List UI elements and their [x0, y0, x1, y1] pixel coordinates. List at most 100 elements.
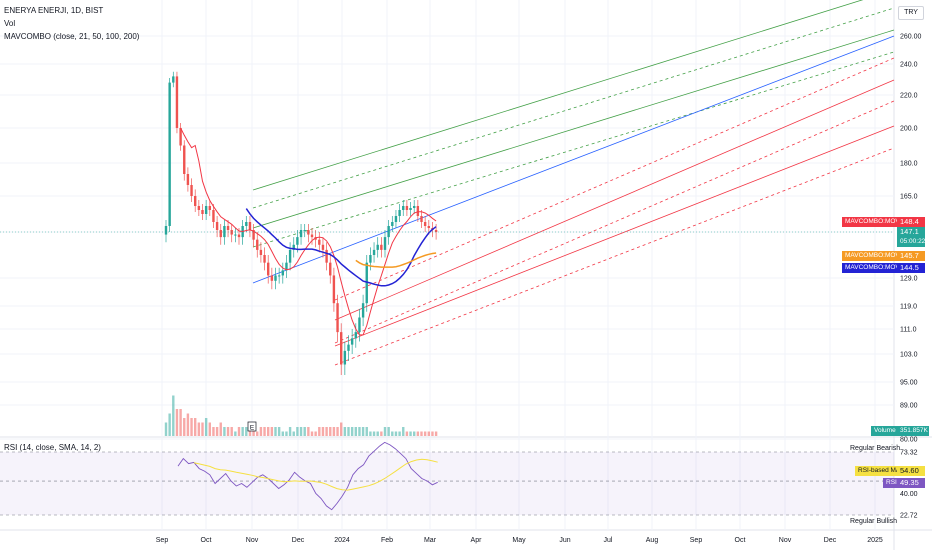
volume-bar — [179, 409, 182, 436]
volume-bar — [420, 431, 423, 436]
time-tick-label: Nov — [246, 537, 259, 544]
volume-bar — [281, 431, 284, 436]
candle-body — [292, 244, 295, 250]
volume-bar — [285, 431, 288, 436]
volume-bar — [256, 431, 259, 436]
candle-body — [361, 303, 365, 318]
price-tick-label: 220.0 — [900, 93, 918, 100]
volume-bar — [391, 431, 394, 436]
time-tick-label: Dec — [824, 537, 837, 544]
channel-line — [334, 147, 895, 366]
volume-bar — [194, 418, 197, 436]
time-tick-label: Aug — [646, 537, 659, 544]
candle-body — [263, 255, 266, 263]
volume-bar — [252, 427, 255, 436]
candle-body — [234, 234, 237, 236]
candle-body — [194, 196, 197, 206]
volume-bar — [175, 409, 179, 436]
currency-badge[interactable]: TRY — [898, 6, 924, 20]
candle-body — [175, 76, 179, 128]
time-tick-label: Mar — [424, 537, 437, 544]
volume-bar — [402, 427, 405, 436]
volume-bar — [372, 431, 376, 436]
price-tick-label: 260.00 — [900, 34, 922, 41]
candle-body — [219, 230, 222, 238]
mov2-tag-value: 144.5 — [897, 263, 925, 273]
candle-body — [252, 230, 255, 240]
candle-body — [387, 226, 390, 238]
candle-body — [277, 275, 281, 277]
channel-line — [252, 29, 895, 229]
legend-mavcombo[interactable]: MAVCOMBO (close, 21, 50, 100, 200) — [4, 32, 140, 41]
price-tick-label: 80.00 — [900, 437, 918, 444]
candle-body — [299, 230, 303, 238]
channel-line — [334, 57, 895, 301]
candle-body — [267, 262, 270, 276]
volume-bar — [259, 427, 263, 436]
volume-bar — [347, 427, 350, 436]
volume-bar — [398, 431, 401, 436]
time-tick-label: May — [512, 537, 526, 544]
time-tick-label: Jul — [604, 537, 613, 544]
candle-body — [281, 270, 284, 276]
volume-bar — [230, 427, 233, 436]
volume-bar — [310, 431, 314, 436]
volume-bar — [208, 422, 211, 436]
candle-body — [296, 237, 299, 245]
volume-bar — [237, 427, 241, 436]
candle-body — [270, 275, 274, 281]
volume-bar — [288, 427, 292, 436]
volume-bar — [223, 427, 226, 436]
time-tick-label: Dec — [292, 537, 305, 544]
candle-body — [172, 76, 175, 83]
current-price-tag: 147.1 — [897, 227, 925, 237]
volume-bar — [340, 422, 343, 436]
volume-bar — [394, 431, 398, 436]
candle-body — [245, 222, 248, 226]
time-tick-label: Feb — [381, 537, 393, 544]
candle-body — [369, 255, 372, 263]
volume-bar — [226, 427, 230, 436]
volume-bar — [409, 431, 412, 436]
candle-body — [354, 332, 357, 339]
volume-bar — [212, 427, 215, 436]
legend-symbol-title[interactable]: ENERYA ENERJI, 1D, BIST — [4, 6, 104, 15]
volume-bar — [332, 427, 336, 436]
volume-bar — [172, 395, 175, 436]
mov1-tag-label: MAVCOMBO:MOV1 — [842, 217, 907, 227]
volume-tag-value: 351.857K — [897, 426, 929, 436]
candle-body — [347, 344, 350, 351]
candle-body — [427, 226, 430, 228]
volume-tag-label: Volume — [871, 426, 899, 436]
candle-body — [237, 234, 241, 238]
volume-bar — [186, 413, 190, 436]
volume-bar — [434, 431, 438, 436]
candle-body — [350, 338, 354, 345]
candle-body — [391, 222, 394, 226]
volume-bar — [325, 427, 328, 436]
mov1-tag-value: 148.4 — [897, 217, 925, 227]
channel-line — [252, 0, 864, 191]
price-tick-label: 111.0 — [900, 327, 917, 334]
volume-bar — [245, 427, 248, 436]
channel-line — [252, 51, 895, 248]
candle-body — [434, 230, 438, 232]
time-tick-label: 2025 — [867, 537, 883, 544]
legend-volume[interactable]: Vol — [4, 19, 16, 28]
volume-bar — [354, 427, 357, 436]
volume-bar — [292, 431, 295, 436]
volume-bar — [241, 427, 244, 436]
mov2-line — [245, 208, 437, 287]
volume-bar — [270, 427, 274, 436]
mov2-tag-label: MAVCOMBO:MOV2 — [842, 263, 907, 273]
candle-body — [288, 249, 292, 263]
volume-bar — [201, 422, 204, 436]
candle-body — [380, 244, 383, 250]
volume-bar — [248, 427, 252, 436]
volume-bar — [183, 418, 186, 436]
candle-body — [183, 145, 186, 174]
price-tick-label: 95.00 — [900, 380, 918, 387]
candle-body — [212, 210, 215, 222]
legend-rsi[interactable]: RSI (14, close, SMA, 14, 2) — [4, 443, 101, 452]
